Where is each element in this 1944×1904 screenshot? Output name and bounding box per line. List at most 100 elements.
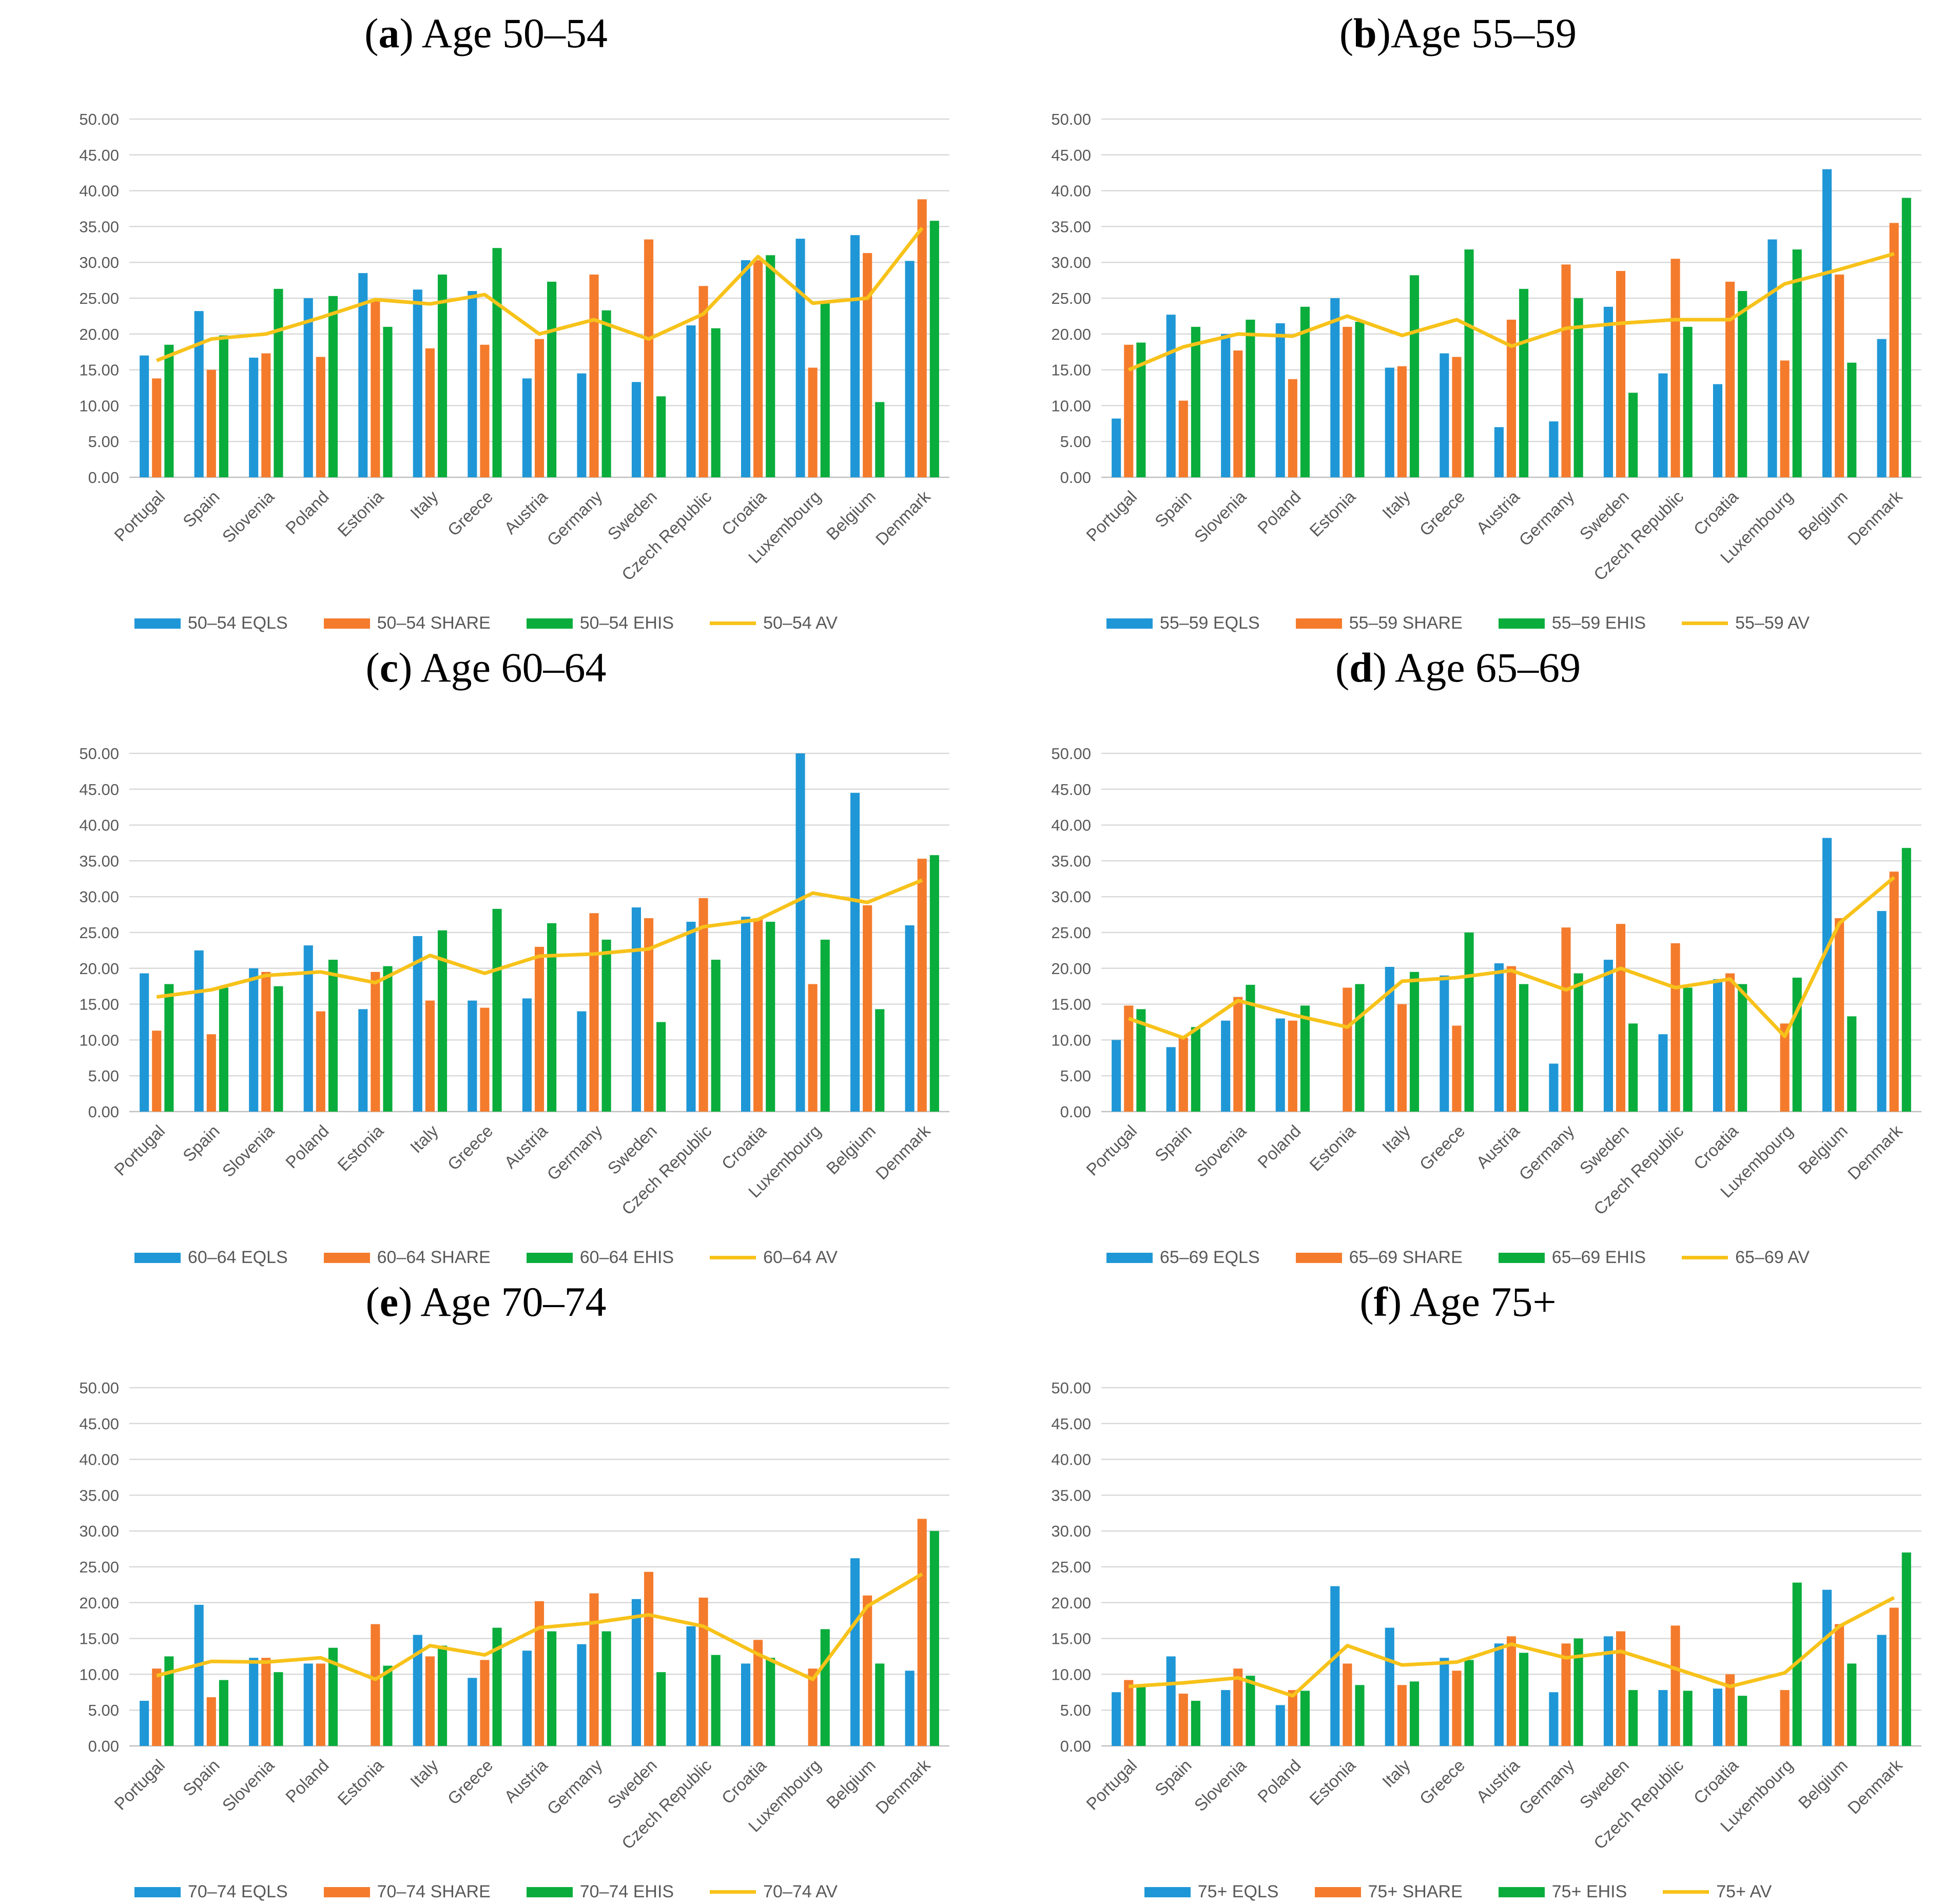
legend-item: 55–59 SHARE [1295,613,1463,633]
bar-share [589,913,599,1112]
bar-eqls [1221,1690,1231,1746]
bar-eqls [1713,1688,1723,1746]
x-tick-label: Greece [444,1121,497,1174]
legend-swatch [1295,618,1342,629]
bar-share [1561,927,1571,1112]
x-tick-label: Germany [1515,487,1578,549]
bar-share [917,859,927,1112]
legend-item: 60–64 EHIS [526,1248,674,1268]
x-tick-label: Portugal [1082,487,1140,545]
bar-share [371,1624,380,1746]
bar-eqls [413,289,422,477]
bar-eqls [303,945,313,1112]
y-tick-label: 25.00 [79,289,119,307]
legend-label: 50–54 EQLS [187,613,288,633]
bar-eqls [1713,979,1723,1112]
legend-item: 75+ EQLS [1144,1882,1279,1902]
legend-item: 55–59 AV [1682,613,1810,633]
bar-share [1889,223,1899,477]
title-letter: b [1353,10,1377,56]
bar-ehis [1847,1016,1857,1112]
legend-label: 60–64 AV [763,1248,838,1267]
title-text: ) Age 65–69 [1372,644,1581,691]
y-tick-label: 0.00 [88,1103,119,1121]
x-tick-label: Greece [1416,1756,1469,1809]
y-tick-label: 40.00 [79,817,119,834]
bar-eqls [1275,1018,1285,1112]
bar-eqls [1440,1658,1449,1746]
chart-svg: 0.00 5.00 10.00 15.00 20.00 25.00 30.00 35.00 40… [79,1379,949,1853]
bar-ehis [1246,1676,1255,1746]
chart-panel-f: (f) Age 75+ 0.00 5.00 10.00 15.00 20.00 25.00 3… [972,1269,1944,1903]
x-tick-label: Portugal [1082,1756,1140,1814]
y-tick-label: 35.00 [1051,852,1091,870]
bar-share [261,353,271,477]
legend-label: 70–74 SHARE [377,1882,491,1901]
title-text: ) Age 50–54 [399,10,608,56]
bar-share [644,239,654,477]
chart-title: (d) Age 65–69 [972,644,1944,692]
bar-eqls [1385,1627,1394,1746]
legend-swatch [1682,621,1728,625]
bar-ehis [711,328,721,477]
x-tick-label: Germany [543,1121,606,1183]
x-tick-label: Denmark [872,487,934,549]
title-letter: c [379,644,399,691]
bar-eqls [1658,1034,1668,1112]
chart-panel-b: (b)Age 55–59 0.00 5.00 10.00 15.00 20.00 25.00… [972,0,1944,634]
bar-eqls [413,936,422,1112]
y-tick-label: 5.00 [88,1701,119,1719]
x-tick-label: Poland [282,487,333,538]
legend-swatch [1682,1256,1728,1259]
chart-svg: 0.00 5.00 10.00 15.00 20.00 25.00 30.00 35.00 40… [1051,110,1921,584]
legend-label: 60–64 EQLS [187,1248,288,1267]
x-tick-label: Croatia [1690,487,1742,539]
bar-ehis [656,1672,666,1746]
bar-ehis [1738,1696,1747,1746]
bar-ehis [1355,984,1365,1112]
y-tick-label: 0.00 [1060,1737,1091,1755]
x-tick-label: Greece [1416,487,1469,540]
y-tick-label: 40.00 [1051,817,1091,834]
bar-share [863,905,872,1112]
x-tick-label: Poland [1254,1756,1305,1806]
y-tick-label: 20.00 [1051,960,1091,978]
legend-label: 65–69 AV [1735,1248,1810,1267]
bar-share [534,1601,545,1746]
x-tick-label: Italy [406,1121,442,1156]
y-tick-label: 35.00 [1051,1486,1091,1504]
bar-share [698,898,708,1112]
x-tick-label: Austria [1472,1121,1523,1172]
x-tick-label: Denmark [1844,1121,1906,1183]
bar-share [425,1000,435,1112]
x-tick-label: Austria [500,487,551,537]
title-letter: a [378,10,400,56]
y-tick-label: 25.00 [79,924,119,942]
bar-eqls [577,373,587,477]
y-tick-label: 15.00 [79,1630,119,1648]
legend-swatch [1295,1252,1342,1263]
y-tick-label: 35.00 [79,852,119,870]
bar-eqls [194,1604,204,1746]
bar-eqls [468,291,477,477]
y-tick-label: 5.00 [1060,1067,1091,1085]
legend-label: 50–54 EHIS [579,613,674,633]
x-tick-label: Poland [1254,1121,1305,1172]
legend-item: 70–74 EHIS [526,1882,674,1902]
x-tick-label: Croatia [718,1121,770,1173]
legend-item: 65–69 EHIS [1498,1248,1646,1268]
x-tick-label: Poland [1254,487,1305,538]
chart-legend: 70–74 EQLS 70–74 SHARE 70–74 EHIS 70–74 AV [0,1882,972,1902]
bar-ehis [875,1009,885,1112]
bar-ehis [219,987,228,1112]
bar-ehis [1409,972,1420,1112]
legend-swatch [1106,618,1153,629]
bar-share [1725,1674,1735,1746]
y-tick-label: 15.00 [1051,361,1091,379]
y-tick-label: 25.00 [1051,289,1091,307]
bar-ehis [711,960,721,1112]
bar-ehis [1628,1023,1638,1112]
bar-share [698,1598,708,1746]
bar-ehis [820,939,830,1112]
bar-ehis [1573,298,1583,477]
